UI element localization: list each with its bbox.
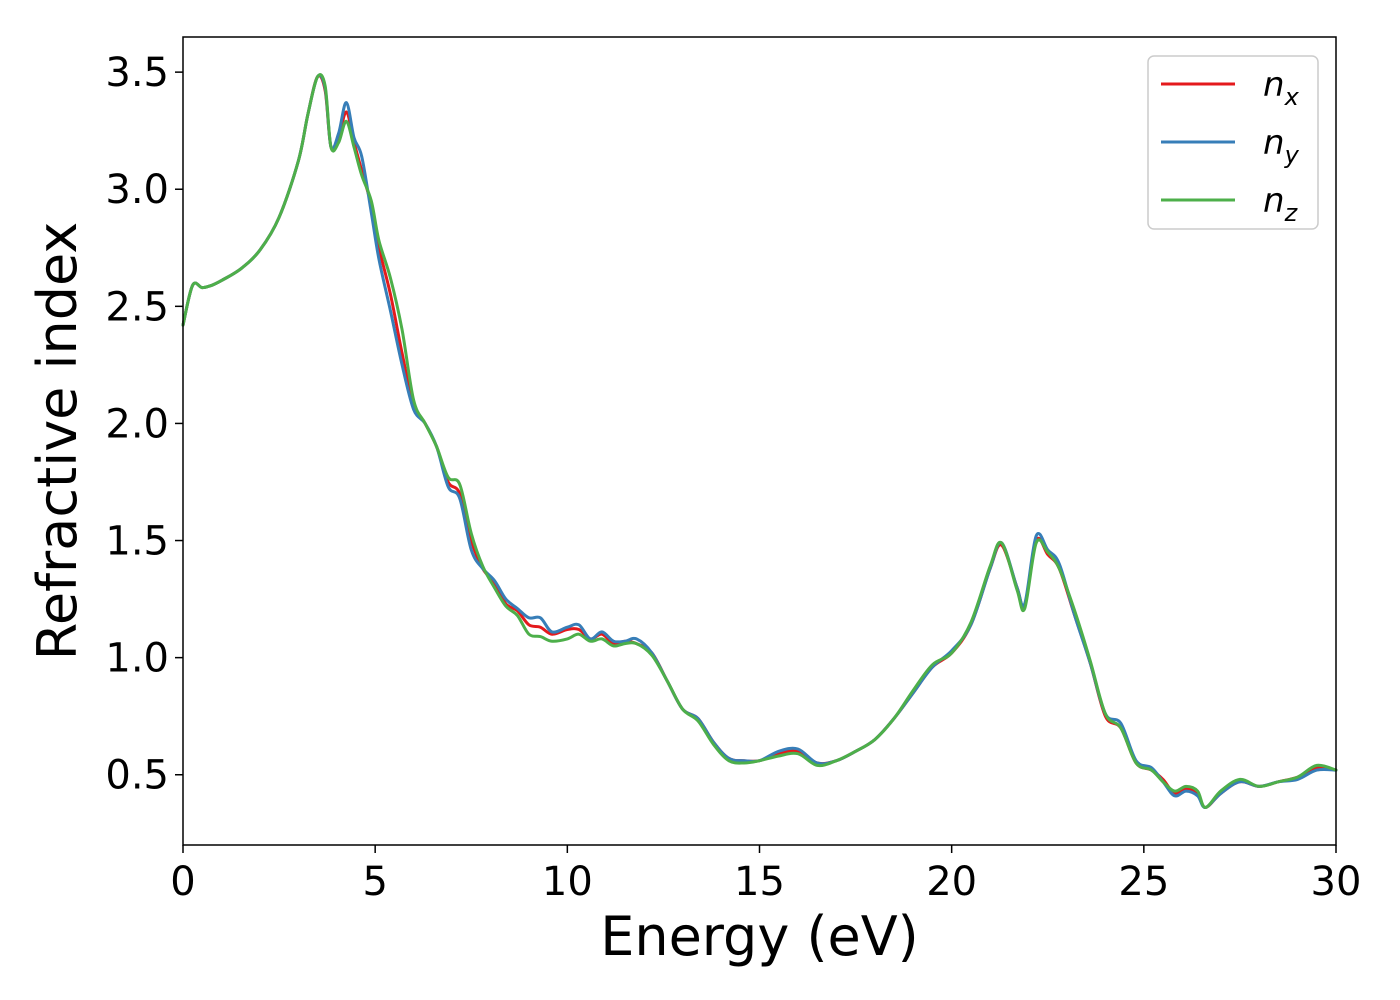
x-tick-label: 15: [734, 859, 785, 905]
y-axis: 0.5 1.0 1.5 2.0 2.5 3.0 3.5: [105, 50, 183, 799]
x-tick-label: 30: [1311, 859, 1362, 905]
y-tick-label: 2.0: [105, 401, 169, 447]
y-tick-label: 1.5: [105, 519, 169, 565]
x-axis: 0 5 10 15 20 25 30: [170, 845, 1361, 905]
y-axis-label: Refractive index: [26, 222, 89, 661]
legend-label: nz: [1263, 181, 1299, 227]
x-axis-label: Energy (eV): [600, 905, 919, 968]
legend: nx ny nz: [1147, 55, 1319, 230]
y-tick-label: 3.0: [105, 167, 169, 213]
legend-label: ny: [1263, 123, 1300, 169]
y-tick-label: 0.5: [105, 753, 169, 799]
y-tick-label: 1.0: [105, 636, 169, 682]
x-tick-label: 25: [1118, 859, 1169, 905]
y-tick-label: 3.5: [105, 50, 169, 96]
x-tick-label: 10: [542, 859, 593, 905]
series-line-n-z: [181, 73, 1338, 809]
x-tick-label: 0: [170, 859, 195, 905]
x-tick-label: 5: [362, 859, 387, 905]
x-tick-label: 20: [926, 859, 977, 905]
y-tick-label: 2.5: [105, 284, 169, 330]
legend-label: nx: [1263, 65, 1300, 111]
series-layer: [181, 73, 1338, 809]
